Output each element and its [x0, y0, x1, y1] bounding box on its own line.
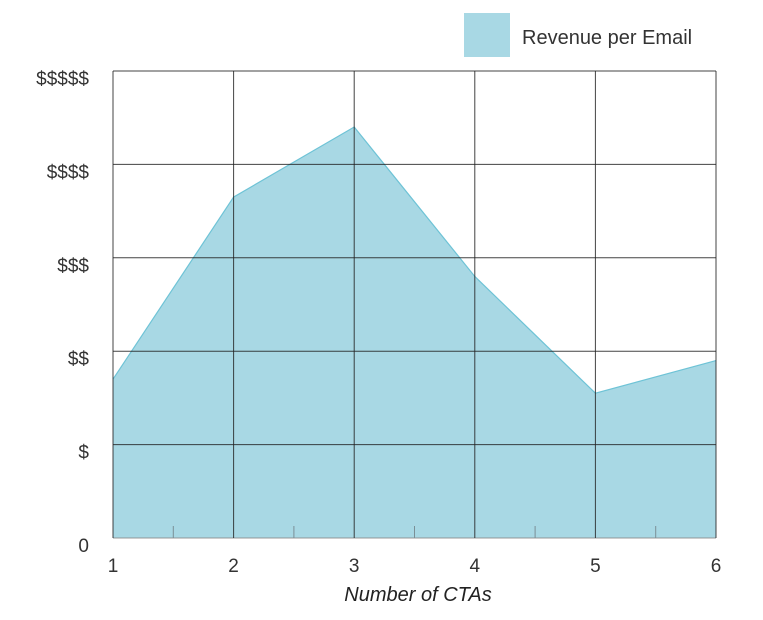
x-tick-label: 1	[108, 556, 119, 577]
y-tick-label: $$$	[57, 256, 89, 277]
x-axis-ticks: 1 2 3 4 5 6	[108, 526, 722, 577]
x-tick-label: 2	[228, 556, 239, 577]
area-series-fill	[113, 127, 716, 538]
x-tick-label: 3	[349, 556, 360, 577]
plot-area	[112, 126, 717, 538]
x-tick-label: 5	[590, 556, 601, 577]
x-axis-title: Number of CTAs	[344, 584, 491, 606]
y-axis-ticks: 0$$$$$$$$$$$$$$$	[36, 69, 89, 557]
grid-lines	[112, 70, 717, 539]
legend-swatch	[464, 13, 510, 57]
legend: Revenue per Email	[464, 13, 692, 57]
area-series-line	[112, 126, 717, 394]
y-tick-label: $$$$$	[36, 69, 89, 90]
legend-label: Revenue per Email	[522, 27, 692, 49]
x-tick-label: 6	[711, 556, 722, 577]
x-tick-label: 4	[470, 556, 481, 577]
y-tick-label: $$	[68, 349, 90, 370]
y-tick-label: $$$$	[47, 162, 90, 183]
y-tick-label: 0	[78, 536, 89, 557]
y-tick-label: $	[78, 443, 89, 464]
